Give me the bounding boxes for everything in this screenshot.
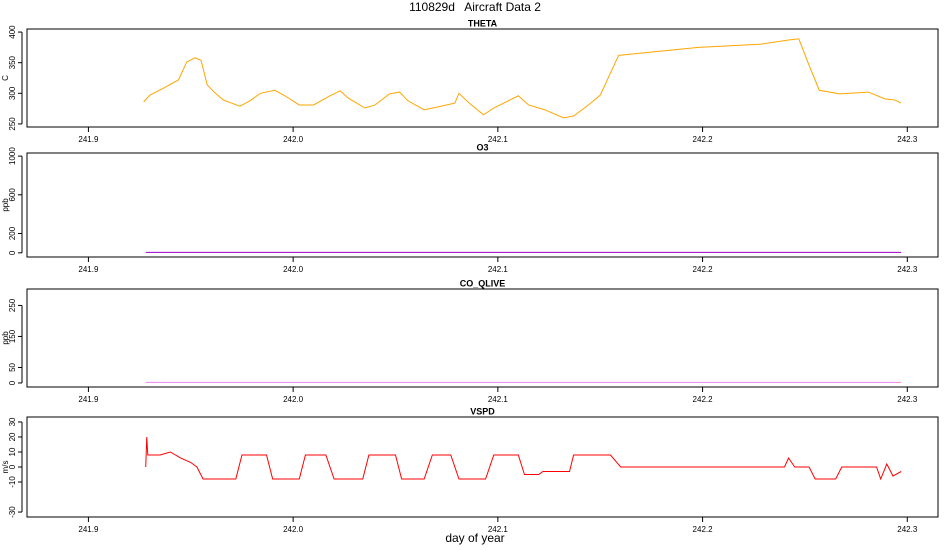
x-tick-label: 242.0 (283, 525, 304, 534)
y-tick-label: 350 (8, 55, 17, 69)
x-tick-label: 242.2 (693, 265, 714, 274)
data-line (145, 436, 902, 481)
y-tick-label: 250 (8, 117, 17, 131)
y-tick-label: 400 (8, 25, 17, 39)
y-tick-label: 150 (8, 329, 17, 343)
y-tick-label: 600 (8, 188, 17, 202)
y-tick-label: 200 (8, 226, 17, 240)
x-tick-label: 242.2 (693, 135, 714, 144)
y-axis-label: C (1, 75, 10, 81)
y-tick-label: 50 (8, 362, 17, 371)
y-axis-label: ppb (1, 198, 10, 212)
x-tick-label: 242.0 (283, 265, 304, 274)
y-tick-label: -30 (8, 506, 17, 518)
y-tick-label: 300 (8, 86, 17, 100)
panel-title: VSPD (470, 406, 495, 416)
panel-box (26, 416, 939, 518)
x-tick-label: 242.3 (897, 265, 918, 274)
y-axis-label: m/s (1, 461, 10, 474)
y-tick-label: 0 (8, 380, 17, 385)
y-tick-label: 20 (8, 432, 17, 441)
x-tick-label: 241.9 (78, 525, 99, 534)
x-tick-label: 242.1 (488, 395, 509, 404)
x-tick-label: 242.3 (897, 135, 918, 144)
x-tick-label: 242.2 (693, 525, 714, 534)
x-axis-label: day of year (445, 531, 504, 545)
x-tick-label: 242.0 (283, 135, 304, 144)
panel-title: O3 (476, 142, 488, 152)
y-tick-label: 30 (8, 417, 17, 426)
x-tick-label: 241.9 (78, 265, 99, 274)
y-tick-label: 0 (8, 464, 17, 469)
y-tick-label: -10 (8, 476, 17, 488)
x-tick-label: 242.3 (897, 395, 918, 404)
y-tick-label: 0 (8, 250, 17, 255)
y-axis-label: ppb (1, 331, 10, 345)
x-tick-label: 242.1 (488, 265, 509, 274)
x-tick-label: 242.0 (283, 395, 304, 404)
panel-box (26, 288, 939, 388)
panel-box (26, 28, 939, 128)
page-title: 110829d Aircraft Data 2 (409, 0, 541, 14)
panel-box (26, 152, 939, 258)
x-tick-label: 242.2 (693, 395, 714, 404)
y-tick-label: 1000 (8, 147, 17, 165)
y-tick-label: 10 (8, 447, 17, 456)
x-tick-label: 242.3 (897, 525, 918, 534)
x-tick-label: 241.9 (78, 395, 99, 404)
data-line (143, 38, 902, 119)
x-tick-label: 242.1 (488, 525, 509, 534)
x-tick-label: 241.9 (78, 135, 99, 144)
panel-title: CO_QLIVE (460, 278, 506, 288)
panel-title: THETA (468, 18, 498, 28)
y-tick-label: 250 (8, 298, 17, 312)
x-tick-label: 242.1 (488, 135, 509, 144)
